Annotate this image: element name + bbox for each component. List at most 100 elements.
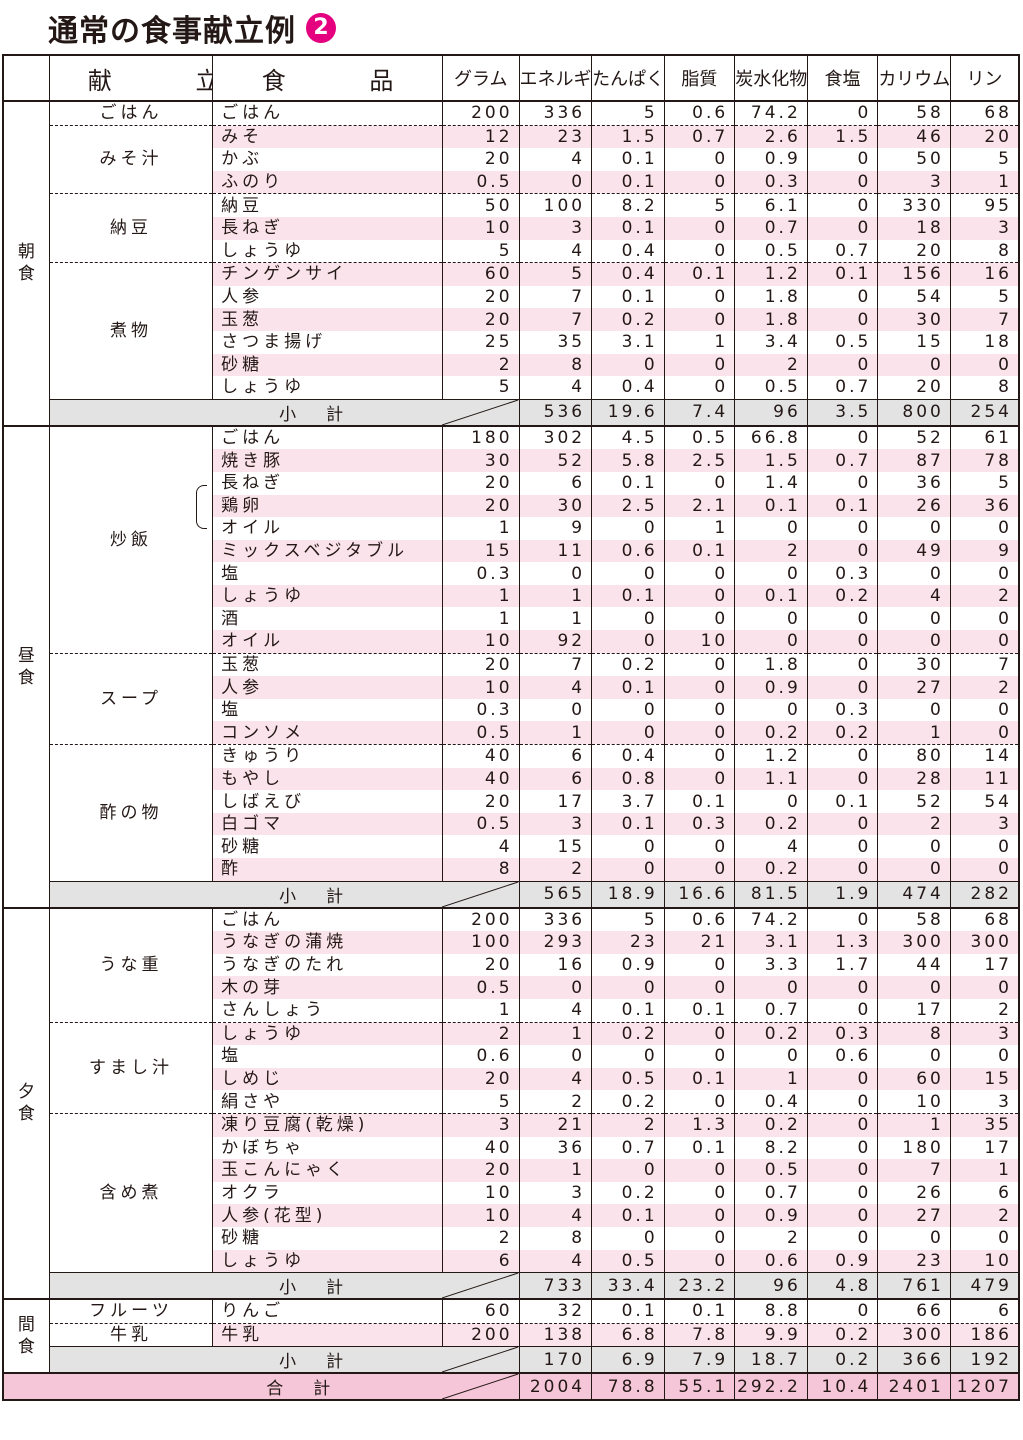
value-cell: 0.4 — [591, 744, 665, 768]
value-cell: 0 — [664, 858, 736, 882]
header-phosphorus: リン — [949, 54, 1020, 102]
value-cell: 0.5 — [734, 1159, 808, 1182]
value-cell: 0 — [664, 744, 736, 768]
food-name: 木の芽 — [212, 976, 443, 999]
subtotal-value: 536 — [519, 398, 593, 427]
value-cell: 0.6 — [664, 907, 736, 932]
table-row: しばえび 20 17 3.7 0.1 0 0.1 52 54 — [3, 790, 1020, 813]
food-name: 塩 — [212, 698, 443, 722]
value-cell: 0 — [591, 1045, 665, 1068]
header-food: 食 品 — [212, 54, 443, 102]
food-name: さつま揚げ — [212, 330, 443, 354]
value-cell: 0 — [734, 698, 808, 722]
subtotal-value: 1.9 — [807, 880, 879, 909]
food-name: 鶏卵 — [212, 494, 443, 518]
value-cell: 4 — [519, 376, 593, 400]
dish-name: 納豆 — [49, 193, 214, 263]
dish-name: フルーツ — [49, 1299, 214, 1324]
table-row: 長ねぎ 20 6 0.1 0 1.4 0 36 5 — [3, 471, 1020, 495]
value-cell: 5.8 — [591, 449, 665, 472]
value-cell: 23 — [519, 124, 593, 149]
value-cell: 10 — [442, 216, 520, 240]
food-name: 玉葱 — [212, 308, 443, 331]
value-cell: 0 — [807, 216, 879, 240]
table-row: 夕食うな重 ごはん 200 336 5 0.6 74.2 0 58 68 — [1, 907, 1020, 1301]
value-cell: 20 — [442, 148, 520, 171]
value-cell: 5 — [591, 101, 665, 126]
table-row: コンソメ 0.5 1 0 0 0.2 0.2 1 0 — [3, 721, 1020, 745]
value-cell: 1 — [950, 1159, 1020, 1182]
value-cell: 95 — [950, 193, 1020, 217]
value-cell: 2 — [734, 539, 808, 563]
title-number-badge: 2 — [306, 13, 336, 43]
meal-label: 夕食 — [1, 907, 50, 1301]
subtotal-value: 565 — [519, 880, 593, 909]
value-cell: 60 — [877, 1067, 951, 1091]
value-cell: 3.7 — [591, 790, 665, 813]
value-cell: 0.1 — [591, 471, 665, 495]
value-cell: 0 — [734, 630, 808, 654]
value-cell: 8 — [442, 858, 520, 882]
value-cell: 6 — [442, 1249, 520, 1273]
value-cell: 30 — [442, 449, 520, 472]
table-row: 含め煮 凍り豆腐(乾燥) 3 21 2 1.3 0.2 0 1 35 — [3, 1112, 1020, 1273]
value-cell: 1 — [519, 721, 593, 745]
value-cell: 0.5 — [734, 239, 808, 263]
value-cell: 26 — [877, 1181, 951, 1205]
header-dish: 献 立 — [48, 54, 214, 102]
subtotal-value: 18.7 — [734, 1346, 808, 1375]
value-cell: 7 — [950, 308, 1020, 331]
value-cell: 27 — [877, 1204, 951, 1227]
value-cell: 0 — [807, 193, 879, 217]
value-cell: 74.2 — [734, 907, 808, 932]
value-cell: 0 — [664, 953, 736, 977]
total-value: 10.4 — [807, 1372, 879, 1402]
value-cell: 54 — [950, 790, 1020, 813]
value-cell: 1.3 — [807, 931, 879, 954]
value-cell: 100 — [442, 931, 520, 954]
value-cell: 0.2 — [807, 584, 879, 608]
value-cell: 44 — [877, 953, 951, 977]
total-value: 292.2 — [734, 1372, 808, 1402]
value-cell: 0 — [664, 721, 736, 745]
subtotal-label: 小計 — [49, 1346, 443, 1375]
value-cell: 0.2 — [734, 1112, 808, 1137]
value-cell: 8 — [877, 1021, 951, 1046]
value-cell: 8.2 — [591, 193, 665, 217]
value-cell: 2 — [442, 353, 520, 377]
food-name: しょうゆ — [212, 376, 443, 400]
value-cell: 0 — [664, 976, 736, 999]
value-cell: 0 — [664, 1090, 736, 1114]
value-cell: 5 — [950, 148, 1020, 171]
value-cell: 1.8 — [734, 308, 808, 331]
food-name: コンソメ — [212, 721, 443, 745]
table-row: しょうゆ 5 4 0.4 0 0.5 0.7 20 8 — [3, 376, 1020, 400]
value-cell: 200 — [442, 907, 520, 932]
value-cell: 10 — [442, 676, 520, 699]
table-row: 人参(花型) 10 4 0.1 0 0.9 0 27 2 — [3, 1204, 1020, 1227]
value-cell: 0 — [950, 607, 1020, 631]
value-cell: 0 — [519, 562, 593, 585]
value-cell: 4 — [442, 835, 520, 858]
value-cell: 0.1 — [664, 790, 736, 813]
subtotal-value: 192 — [950, 1346, 1020, 1375]
value-cell: 7 — [950, 652, 1020, 677]
value-cell: 1.8 — [734, 285, 808, 309]
value-cell: 30 — [519, 494, 593, 518]
subtotal-value: 33.4 — [591, 1272, 665, 1301]
table-row: すまし汁 しょうゆ 2 1 0.2 0 0.2 0.3 8 3 — [3, 1021, 1020, 1114]
value-cell: 66.8 — [734, 425, 808, 450]
value-cell: 1.1 — [734, 767, 808, 791]
value-cell: 2 — [950, 1204, 1020, 1227]
subtotal-value: 800 — [877, 398, 951, 427]
value-cell: 0.3 — [807, 562, 879, 585]
value-cell: 336 — [519, 101, 593, 126]
value-cell: 23 — [591, 931, 665, 954]
value-cell: 0.4 — [591, 262, 665, 286]
value-cell: 0 — [807, 353, 879, 377]
value-cell: 200 — [442, 1322, 520, 1347]
value-cell: 300 — [950, 931, 1020, 954]
table-row: 酢 8 2 0 0 0.2 0 0 0 — [3, 858, 1020, 882]
value-cell: 1.3 — [664, 1112, 736, 1137]
value-cell: 0 — [807, 539, 879, 563]
